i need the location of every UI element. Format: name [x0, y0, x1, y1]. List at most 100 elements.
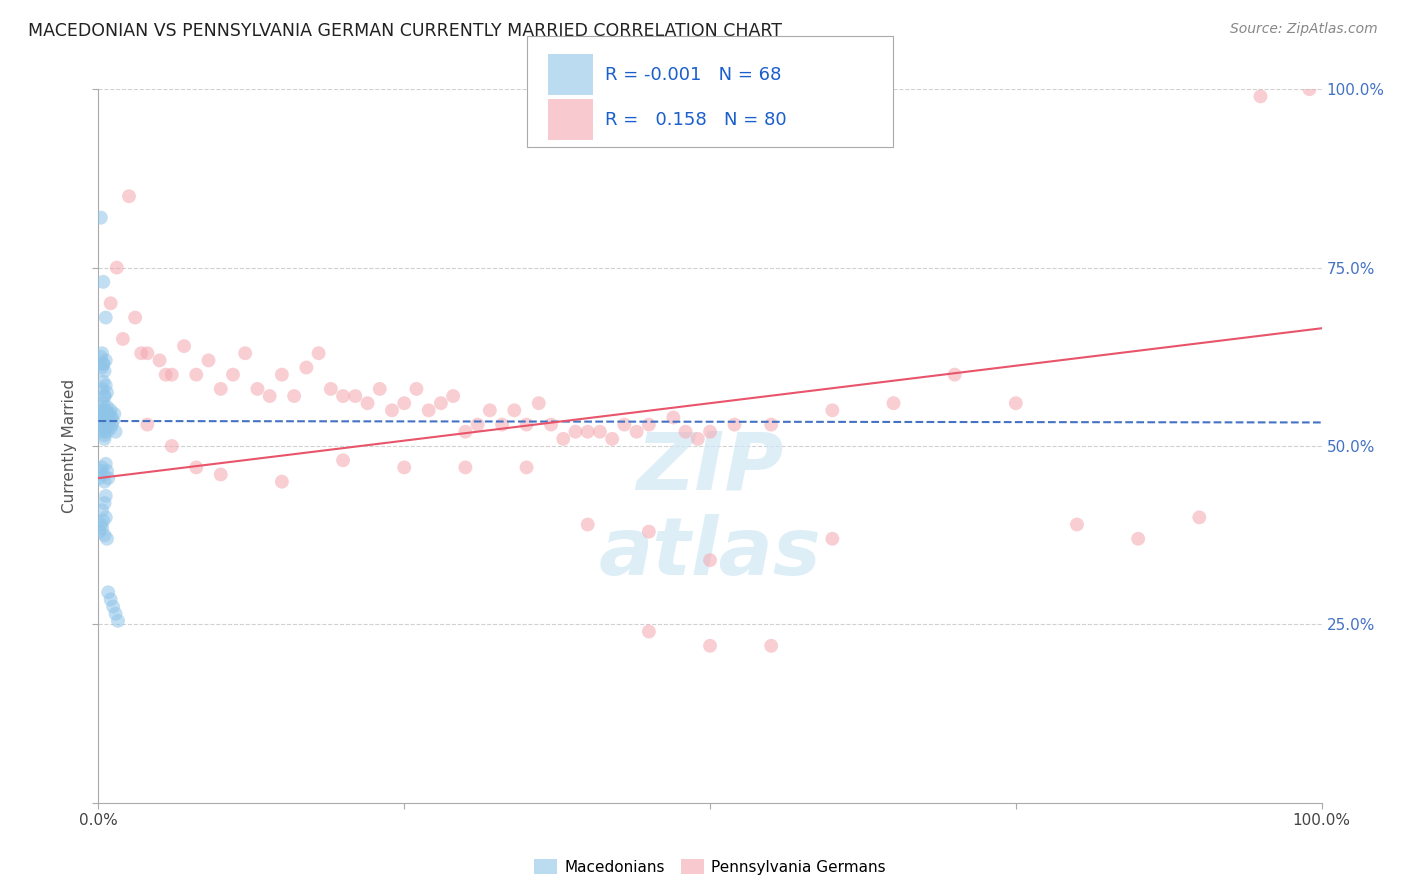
- Point: [160, 439, 183, 453]
- Point: [111, 332, 134, 346]
- Point: [553, 432, 575, 446]
- Point: [93, 389, 115, 403]
- Point: [96, 425, 118, 439]
- Point: [94, 489, 117, 503]
- Point: [91, 514, 114, 528]
- Point: [478, 403, 501, 417]
- Point: [91, 460, 114, 475]
- Point: [1004, 396, 1026, 410]
- Point: [381, 403, 404, 417]
- Point: [259, 389, 281, 403]
- Point: [94, 353, 117, 368]
- Legend: Macedonians, Pennsylvania Germans: Macedonians, Pennsylvania Germans: [529, 853, 891, 880]
- Point: [94, 378, 117, 392]
- Point: [90, 211, 112, 225]
- Point: [233, 346, 256, 360]
- Point: [94, 457, 117, 471]
- Point: [93, 364, 115, 378]
- Point: [89, 471, 111, 485]
- Point: [723, 417, 745, 432]
- Point: [91, 403, 114, 417]
- Point: [600, 432, 623, 446]
- Point: [344, 389, 367, 403]
- Point: [91, 357, 114, 371]
- Point: [308, 346, 330, 360]
- Point: [91, 421, 114, 435]
- Point: [576, 425, 599, 439]
- Point: [392, 396, 416, 410]
- Point: [96, 464, 118, 478]
- Point: [93, 428, 115, 442]
- Point: [1128, 532, 1150, 546]
- Point: [93, 496, 115, 510]
- Point: [101, 599, 124, 614]
- Point: [96, 385, 118, 400]
- Point: [96, 407, 118, 421]
- Point: [821, 403, 844, 417]
- Text: R = -0.001   N = 68: R = -0.001 N = 68: [605, 66, 780, 84]
- Point: [105, 260, 128, 275]
- Point: [883, 396, 905, 410]
- Point: [564, 425, 586, 439]
- Point: [295, 360, 318, 375]
- Point: [94, 421, 117, 435]
- Point: [100, 592, 122, 607]
- Point: [93, 389, 115, 403]
- Point: [136, 417, 159, 432]
- Point: [503, 403, 526, 417]
- Point: [91, 467, 114, 482]
- Point: [209, 467, 232, 482]
- Point: [270, 368, 294, 382]
- Point: [93, 410, 115, 425]
- Point: [104, 607, 127, 621]
- Text: MACEDONIAN VS PENNSYLVANIA GERMAN CURRENTLY MARRIED CORRELATION CHART: MACEDONIAN VS PENNSYLVANIA GERMAN CURREN…: [28, 22, 782, 40]
- Point: [100, 421, 122, 435]
- Point: [454, 460, 477, 475]
- Point: [675, 425, 697, 439]
- Point: [186, 368, 208, 382]
- Point: [90, 517, 112, 532]
- Point: [90, 410, 112, 425]
- Point: [186, 460, 208, 475]
- Point: [418, 403, 440, 417]
- Text: atlas: atlas: [599, 514, 821, 592]
- Point: [103, 407, 125, 421]
- Point: [98, 414, 121, 428]
- Point: [90, 350, 112, 364]
- Point: [91, 417, 114, 432]
- Point: [96, 532, 118, 546]
- Point: [89, 414, 111, 428]
- Point: [491, 417, 513, 432]
- Point: [515, 460, 537, 475]
- Point: [943, 368, 966, 382]
- Point: [1249, 89, 1271, 103]
- Point: [405, 382, 427, 396]
- Point: [155, 368, 177, 382]
- Point: [90, 464, 112, 478]
- Point: [91, 503, 114, 517]
- Point: [1188, 510, 1211, 524]
- Point: [94, 414, 117, 428]
- Point: [107, 614, 129, 628]
- Point: [124, 310, 146, 325]
- Point: [686, 432, 709, 446]
- Point: [1298, 82, 1320, 96]
- Point: [319, 382, 342, 396]
- Point: [93, 528, 115, 542]
- Point: [96, 400, 118, 414]
- Point: [89, 524, 111, 539]
- Point: [821, 532, 844, 546]
- Point: [91, 396, 114, 410]
- Point: [540, 417, 562, 432]
- Point: [368, 382, 391, 396]
- Point: [97, 471, 120, 485]
- Point: [91, 521, 114, 535]
- Point: [91, 357, 114, 371]
- Point: [94, 403, 117, 417]
- Point: [91, 375, 114, 389]
- Point: [441, 389, 464, 403]
- Point: [129, 346, 152, 360]
- Point: [1066, 517, 1088, 532]
- Point: [100, 296, 122, 310]
- Y-axis label: Currently Married: Currently Married: [62, 379, 77, 513]
